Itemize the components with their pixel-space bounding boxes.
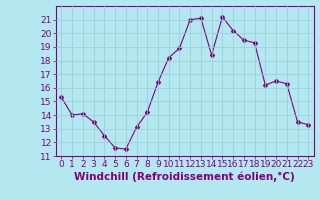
X-axis label: Windchill (Refroidissement éolien,°C): Windchill (Refroidissement éolien,°C) <box>75 172 295 182</box>
